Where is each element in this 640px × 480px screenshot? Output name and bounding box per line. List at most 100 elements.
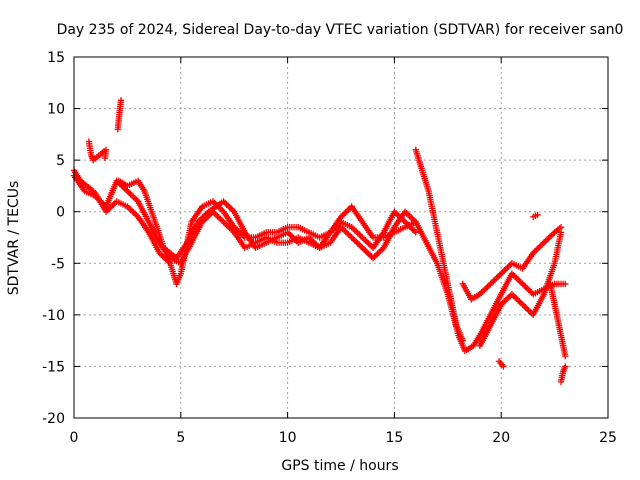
data-point [130, 209, 137, 216]
data-point [356, 231, 363, 238]
data-point [351, 237, 358, 244]
data-point [484, 283, 491, 291]
series-track-12 [530, 211, 541, 221]
data-point [371, 253, 378, 260]
data-point [516, 277, 523, 285]
data-point [505, 293, 513, 301]
y-tick-label: -15 [42, 359, 65, 375]
data-point [562, 280, 569, 288]
x-tick-label: 20 [492, 430, 510, 446]
data-point [514, 276, 522, 283]
data-point [360, 235, 368, 243]
y-tick-label: -10 [42, 308, 65, 324]
data-point [498, 270, 505, 277]
data-point [494, 273, 502, 280]
data-point [504, 264, 511, 271]
data-point [351, 226, 358, 234]
data-point [412, 218, 419, 226]
x-tick-label: 0 [70, 430, 79, 446]
series-track-7 [547, 280, 569, 360]
data-point [217, 215, 224, 223]
data-point [356, 241, 363, 249]
data-point [363, 249, 371, 256]
y-tick-label: 5 [56, 153, 65, 169]
data-point [519, 280, 526, 288]
data-point [502, 265, 509, 273]
data-point [499, 268, 506, 276]
data-point [533, 246, 540, 254]
data-point [221, 199, 229, 207]
series-track-3 [115, 177, 419, 262]
data-point [523, 305, 531, 313]
data-point [562, 363, 569, 370]
data-point [345, 231, 352, 238]
data-point [353, 228, 360, 235]
series-track-4 [412, 146, 466, 344]
data-point [365, 240, 372, 247]
series-track-9 [114, 97, 125, 133]
y-tick-label: -5 [51, 256, 65, 272]
data-point [340, 210, 348, 218]
data-point [501, 267, 508, 274]
data-point [508, 291, 516, 298]
data-point [412, 229, 419, 236]
data-point [125, 189, 133, 196]
data-point [526, 308, 534, 316]
data-point [350, 235, 357, 243]
data-point [481, 286, 488, 294]
data-point [519, 301, 526, 308]
x-tick-label: 5 [176, 430, 185, 446]
axis-ticks: 0 5 10 15 20 25 15 10 5 0 -5 -10 -15 -20 [42, 50, 617, 446]
data-point [362, 237, 369, 244]
data-point [496, 271, 503, 279]
data-point [101, 154, 109, 162]
data-point [548, 232, 555, 239]
data-point [343, 207, 351, 215]
y-tick-label: 15 [47, 50, 65, 66]
data-point [128, 192, 136, 199]
data-point [353, 238, 360, 246]
data-point [215, 214, 223, 221]
data-point [525, 286, 532, 294]
y-tick-label: 0 [56, 205, 65, 221]
data-point [482, 285, 490, 292]
data-point [491, 276, 499, 283]
data-point [517, 279, 525, 286]
data-point [128, 207, 136, 215]
data-point [357, 232, 365, 240]
x-tick-label: 25 [599, 430, 617, 446]
data-point [517, 299, 525, 307]
plot-frame [73, 56, 609, 419]
data-point [545, 235, 552, 242]
data-point [487, 280, 494, 288]
data-point [502, 296, 509, 304]
data-point [520, 282, 528, 289]
data-point [536, 243, 543, 251]
data-point [516, 298, 523, 305]
data-point [220, 218, 227, 226]
data-point [409, 215, 416, 223]
data-point [523, 285, 531, 292]
data-point [511, 293, 519, 301]
data-point [406, 212, 413, 220]
data-point [375, 249, 383, 256]
data-point [342, 209, 349, 216]
data-point [501, 298, 508, 305]
series-track-8 [85, 138, 110, 164]
data-point [127, 190, 134, 198]
series-track-5 [459, 223, 565, 303]
data-point [348, 234, 355, 241]
data-point [357, 243, 365, 250]
data-point [285, 230, 293, 238]
data-point [354, 229, 361, 237]
data-point [365, 250, 372, 257]
data-point [214, 212, 221, 220]
data-point [409, 226, 416, 233]
data-point [342, 228, 349, 235]
data-point [557, 229, 565, 236]
data-point [513, 295, 520, 302]
data-point [404, 211, 412, 218]
chart-title: Day 235 of 2024, Sidereal Day-to-day VTE… [57, 22, 624, 38]
data-point [226, 204, 233, 211]
